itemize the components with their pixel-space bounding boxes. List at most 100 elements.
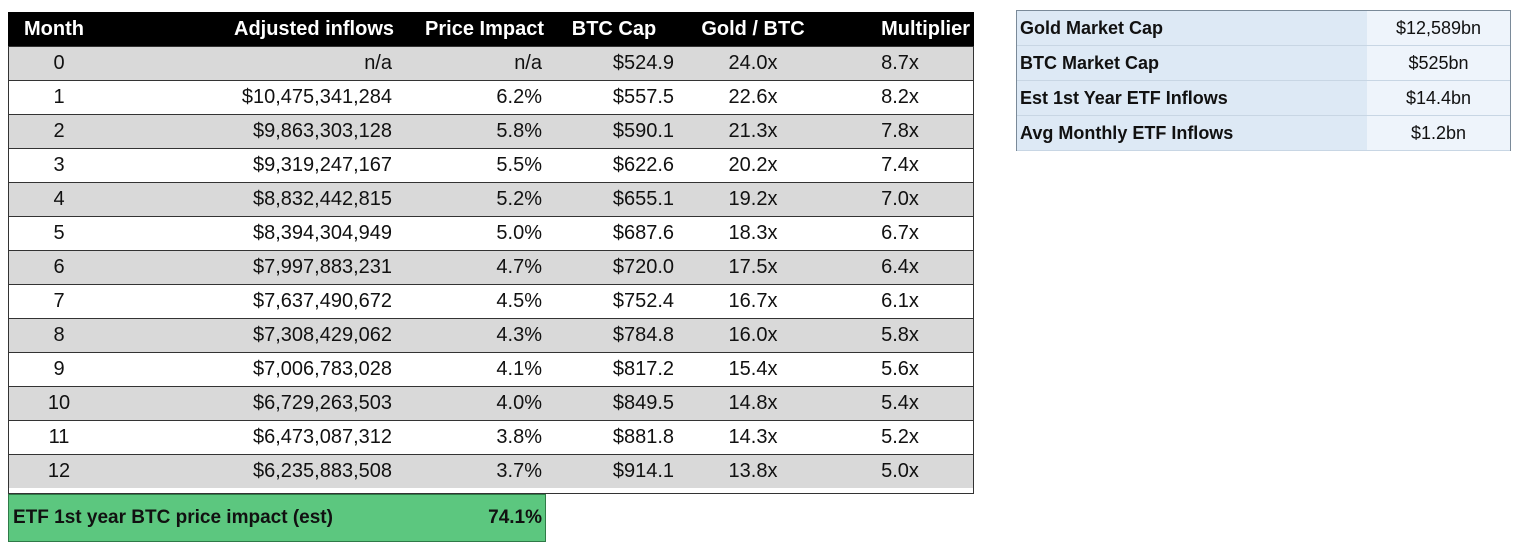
table-cell: 8.2x	[881, 85, 919, 108]
table-cell: $524.9	[612, 51, 674, 74]
table-cell: 4.1%	[496, 357, 542, 380]
table-cell: $655.1	[612, 187, 674, 210]
row-bg	[8, 148, 974, 182]
table-cell: 5	[53, 221, 65, 244]
row-bg	[8, 182, 974, 216]
table-cell: $8,832,442,815	[252, 187, 392, 210]
table-cell: 5.4x	[881, 391, 919, 414]
table-cell: $817.2	[612, 357, 674, 380]
row-bg	[8, 250, 974, 284]
table-cell: 6.7x	[881, 221, 919, 244]
table-cell: 16.7x	[728, 289, 778, 312]
table-cell: 9	[53, 357, 65, 380]
table-cell: $6,235,883,508	[252, 459, 392, 482]
header-cell: Adjusted inflows	[110, 12, 398, 46]
table-cell: $720.0	[612, 255, 674, 278]
table-cell: $7,997,883,231	[252, 255, 392, 278]
table-cell: 5.2x	[881, 425, 919, 448]
table-cell: n/a	[364, 51, 392, 74]
summary-value: $1.2bn	[1367, 116, 1510, 151]
table-cell: 14.8x	[728, 391, 778, 414]
table-cell: 13.8x	[728, 459, 778, 482]
table-cell: 3.8%	[496, 425, 542, 448]
table-cell: 3	[53, 153, 65, 176]
table-cell: $849.5	[612, 391, 674, 414]
header-cell: Price Impact	[398, 12, 548, 46]
footer-label: ETF 1st year BTC price impact (est)	[8, 494, 546, 542]
table-cell: 7.8x	[881, 119, 919, 142]
row-bg	[8, 420, 974, 454]
table-cell: 22.6x	[728, 85, 778, 108]
summary-value: $14.4bn	[1367, 81, 1510, 116]
row-bg	[8, 352, 974, 386]
summary-label: Avg Monthly ETF Inflows	[1017, 116, 1367, 151]
table-cell: $7,637,490,672	[252, 289, 392, 312]
table-cell: 0	[53, 51, 65, 74]
table-cell: 20.2x	[728, 153, 778, 176]
table-cell: 5.6x	[881, 357, 919, 380]
table-cell: $590.1	[612, 119, 674, 142]
table-cell: $7,308,429,062	[252, 323, 392, 346]
table-cell: 10	[47, 391, 71, 414]
table-cell: 18.3x	[728, 221, 778, 244]
row-bg	[8, 46, 974, 80]
summary-label: Gold Market Cap	[1017, 11, 1367, 46]
table-cell: 4.5%	[496, 289, 542, 312]
table-cell: 11	[48, 425, 70, 448]
row-bg	[8, 114, 974, 148]
table-cell: 6.1x	[881, 289, 919, 312]
table-cell: $622.6	[612, 153, 674, 176]
table-cell: 4	[53, 187, 65, 210]
summary-label: BTC Market Cap	[1017, 46, 1367, 81]
table-cell: $9,319,247,167	[252, 153, 392, 176]
table-cell: 5.5%	[496, 153, 542, 176]
table-cell: 21.3x	[728, 119, 778, 142]
table-cell: 17.5x	[728, 255, 778, 278]
table-cell: 2	[53, 119, 65, 142]
row-bg	[8, 284, 974, 318]
summary-value: $525bn	[1367, 46, 1510, 81]
table-cell: 7.4x	[881, 153, 919, 176]
table-cell: 1	[53, 85, 65, 108]
summary-label: Est 1st Year ETF Inflows	[1017, 81, 1367, 116]
table-cell: 4.7%	[496, 255, 542, 278]
table-cell: 6	[53, 255, 65, 278]
table-cell: 6.4x	[881, 255, 919, 278]
header-cell: Gold / BTC	[680, 12, 826, 46]
row-bg	[8, 80, 974, 114]
table-cell: $9,863,303,128	[252, 119, 392, 142]
row-bg	[8, 454, 974, 488]
table-cell: n/a	[514, 51, 542, 74]
table-cell: 8.7x	[881, 51, 919, 74]
footer-value: 74.1%	[488, 507, 542, 528]
table-cell: 3.7%	[496, 459, 542, 482]
table-cell: 7	[53, 289, 65, 312]
table-cell: $7,006,783,028	[252, 357, 392, 380]
table-cell: 19.2x	[728, 187, 778, 210]
row-bg	[8, 386, 974, 420]
table-cell: $752.4	[612, 289, 674, 312]
table-cell: $784.8	[612, 323, 674, 346]
table-cell: 8	[53, 323, 65, 346]
table-cell: $6,473,087,312	[252, 425, 392, 448]
table-cell: 5.8x	[881, 323, 919, 346]
table-cell: 4.3%	[496, 323, 542, 346]
table-cell: 16.0x	[728, 323, 778, 346]
table-cell: 6.2%	[496, 85, 542, 108]
table-cell: 5.0x	[881, 459, 919, 482]
table-cell: $8,394,304,949	[252, 221, 392, 244]
table-cell: 7.0x	[881, 187, 919, 210]
table-cell: 14.3x	[728, 425, 778, 448]
table-cell: 24.0x	[728, 51, 778, 74]
table-cell: 15.4x	[728, 357, 778, 380]
header-cell: Multiplier	[826, 12, 974, 46]
header-cell: Month	[8, 12, 110, 46]
table-cell: $6,729,263,503	[252, 391, 392, 414]
row-bg	[8, 318, 974, 352]
table-cell: $687.6	[612, 221, 674, 244]
table-cell: 5.2%	[496, 187, 542, 210]
table-cell: $10,475,341,284	[241, 85, 392, 108]
table-cell: 5.8%	[496, 119, 542, 142]
table-cell: $914.1	[612, 459, 674, 482]
